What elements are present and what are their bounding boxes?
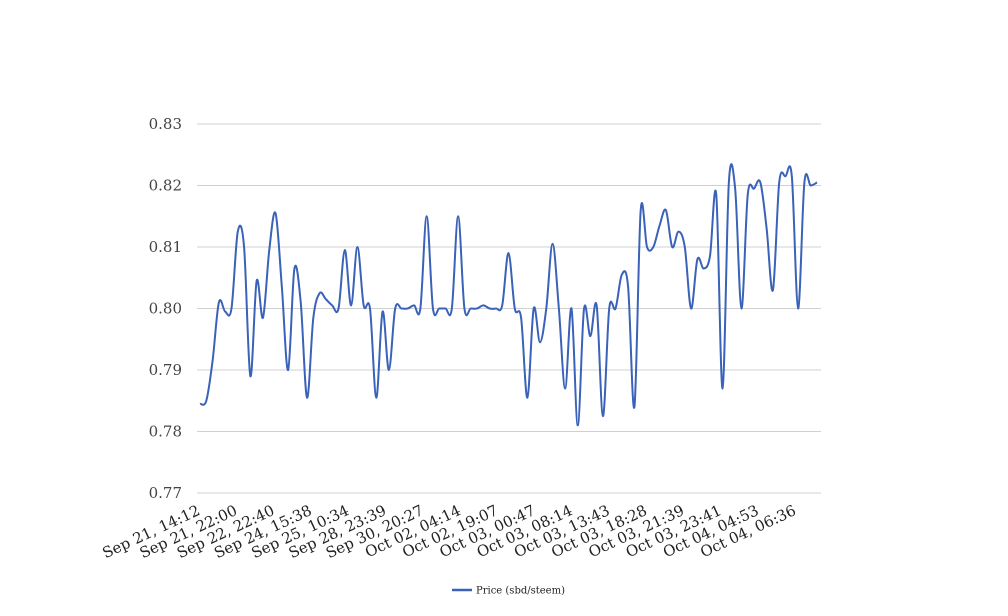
series-line xyxy=(199,163,818,427)
y-tick-label: 0.78 xyxy=(149,423,182,441)
y-tick-label: 0.81 xyxy=(149,238,182,256)
legend-label: Price (sbd/steem) xyxy=(476,586,565,597)
y-tick-label: 0.82 xyxy=(149,177,182,195)
y-tick-label: 0.79 xyxy=(149,361,182,379)
series-layer xyxy=(199,163,818,427)
y-tick-label: 0.83 xyxy=(149,115,182,133)
y-tick-label: 0.80 xyxy=(149,300,182,318)
y-tick-label: 0.77 xyxy=(149,484,182,502)
legend: Price (sbd/steem) xyxy=(452,586,565,597)
y-axis-ticks: 0.77 0.78 0.79 0.80 0.81 0.82 0.83 xyxy=(149,115,182,502)
gridlines xyxy=(197,123,821,494)
